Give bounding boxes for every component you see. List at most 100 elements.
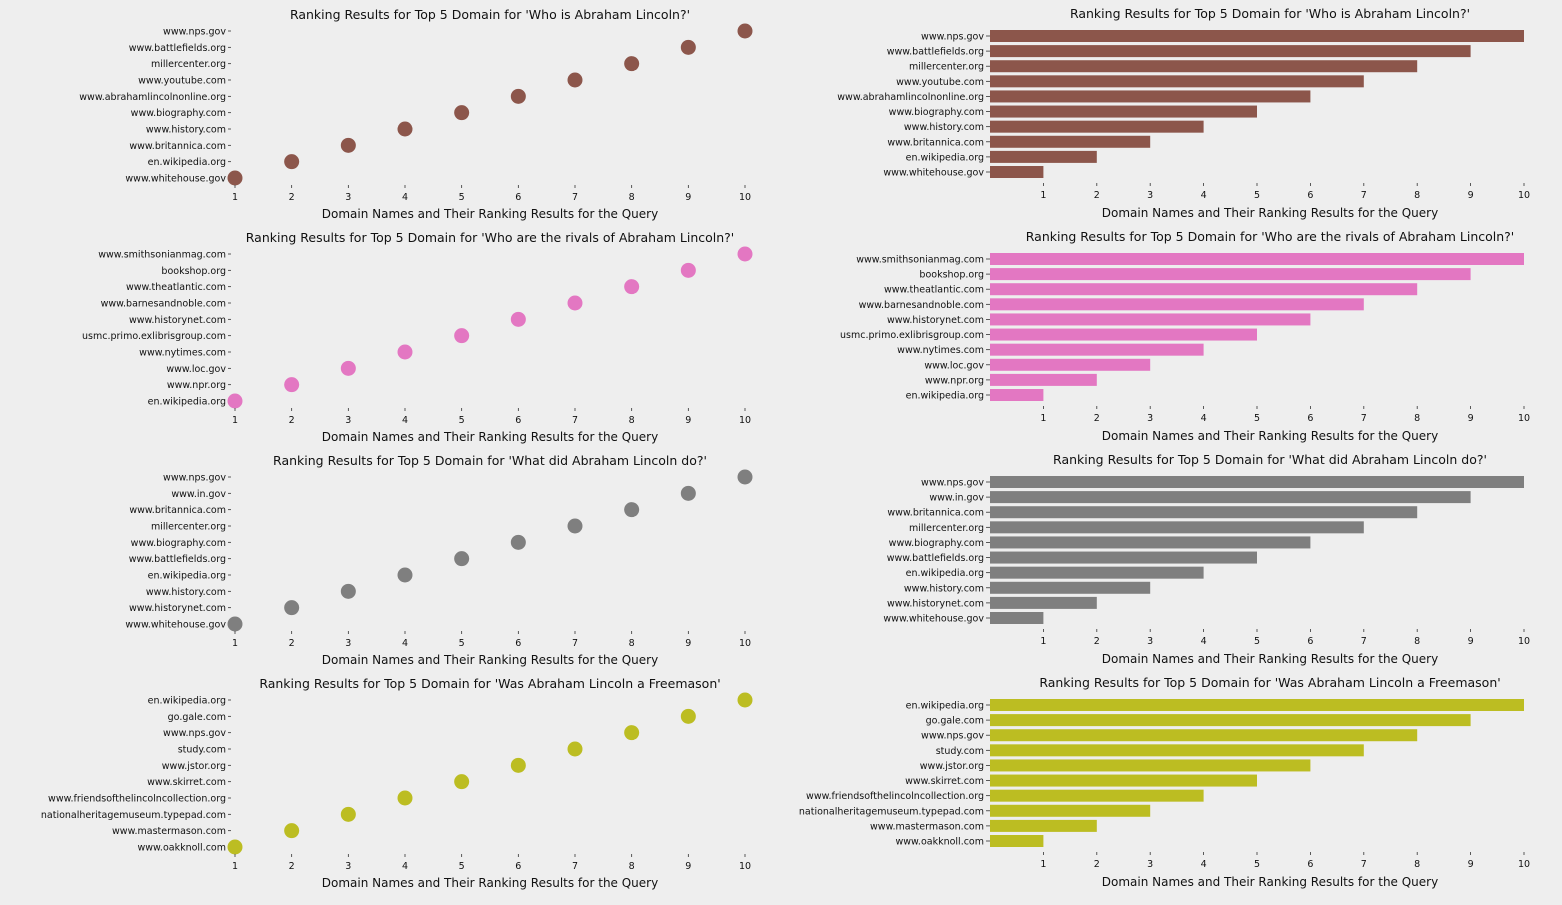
- bar: [990, 804, 1151, 817]
- bar: [990, 90, 1311, 103]
- x-tick-label: 7: [1361, 636, 1367, 647]
- y-tick-label: usmc.primo.exlibrisgroup.com: [840, 330, 984, 341]
- data-point: [737, 246, 753, 262]
- scatter-chart: Ranking Results for Top 5 Domain for 'Wa…: [41, 676, 753, 890]
- x-tick-label: 5: [1254, 859, 1260, 870]
- y-tick-label: study.com: [178, 745, 226, 756]
- bar: [990, 105, 1257, 118]
- x-tick-label: 10: [1518, 190, 1530, 201]
- data-point: [737, 692, 753, 708]
- bar: [990, 283, 1418, 296]
- x-axis-label: Domain Names and Their Ranking Results f…: [322, 653, 658, 667]
- bar: [990, 521, 1364, 534]
- y-tick-label: www.historynet.com: [129, 315, 226, 326]
- bar: [990, 612, 1044, 624]
- y-tick-label: bookshop.org: [161, 266, 226, 277]
- chart-title: Ranking Results for Top 5 Domain for 'Wa…: [259, 676, 720, 691]
- data-point: [624, 725, 640, 741]
- x-tick-label: 1: [1040, 859, 1046, 870]
- bar: [990, 536, 1311, 549]
- y-tick-label: www.biography.com: [889, 538, 984, 549]
- data-point: [510, 534, 526, 550]
- y-tick-label: www.history.com: [904, 583, 984, 594]
- x-tick-label: 2: [1094, 413, 1100, 424]
- x-axis-label: Domain Names and Their Ranking Results f…: [1102, 652, 1438, 666]
- y-tick-label: www.biography.com: [889, 107, 984, 118]
- x-tick-label: 9: [1468, 413, 1474, 424]
- x-tick-label: 3: [345, 638, 351, 649]
- data-point: [567, 518, 583, 534]
- y-tick-label: www.friendsofthelincolncollection.org: [806, 791, 984, 802]
- data-point: [340, 137, 356, 153]
- y-tick-label: www.nps.gov: [921, 32, 984, 43]
- x-tick-label: 10: [739, 415, 751, 426]
- x-axis-label: Domain Names and Their Ranking Results f…: [322, 430, 658, 444]
- x-tick-label: 9: [685, 192, 691, 203]
- y-tick-label: en.wikipedia.org: [906, 391, 984, 402]
- y-tick-label: en.wikipedia.org: [148, 696, 226, 707]
- y-tick-label: www.abrahamlincolnonline.org: [79, 92, 226, 103]
- x-tick-label: 10: [1518, 636, 1530, 647]
- x-tick-label: 1: [232, 861, 238, 872]
- x-tick-label: 4: [1201, 859, 1207, 870]
- y-tick-label: www.whitehouse.gov: [883, 614, 984, 625]
- x-tick-label: 3: [1147, 413, 1153, 424]
- y-tick-label: en.wikipedia.org: [906, 701, 984, 712]
- x-tick-label: 1: [1040, 636, 1046, 647]
- data-point: [567, 295, 583, 311]
- bar-chart: Ranking Results for Top 5 Domain for 'Wh…: [840, 229, 1530, 443]
- bar: [990, 729, 1418, 742]
- bar: [990, 30, 1524, 42]
- x-axis-label: Domain Names and Their Ranking Results f…: [1102, 429, 1438, 443]
- bar: [990, 744, 1364, 757]
- x-axis-label: Domain Names and Their Ranking Results f…: [1102, 206, 1438, 220]
- y-tick-label: www.history.com: [146, 125, 226, 136]
- x-tick-label: 6: [515, 192, 521, 203]
- x-tick-label: 8: [629, 192, 635, 203]
- y-tick-label: www.nytimes.com: [139, 348, 226, 359]
- y-tick-label: www.barnesandnoble.com: [859, 300, 984, 311]
- x-axis-label: Domain Names and Their Ranking Results f…: [322, 207, 658, 221]
- x-tick-label: 6: [1307, 636, 1313, 647]
- scatter-chart: Ranking Results for Top 5 Domain for 'Wh…: [82, 230, 753, 444]
- x-tick-label: 10: [739, 192, 751, 203]
- scatter-chart: Ranking Results for Top 5 Domain for 'Wh…: [125, 453, 753, 667]
- y-tick-label: www.britannica.com: [887, 508, 984, 519]
- chart-title: Ranking Results for Top 5 Domain for 'Wh…: [290, 7, 690, 22]
- y-tick-label: www.historynet.com: [887, 315, 984, 326]
- bar: [990, 135, 1151, 148]
- x-tick-label: 9: [685, 861, 691, 872]
- y-tick-label: www.skirret.com: [905, 776, 984, 787]
- bar: [990, 491, 1471, 504]
- y-tick-label: www.youtube.com: [896, 77, 984, 88]
- x-tick-label: 3: [1147, 190, 1153, 201]
- data-point: [510, 311, 526, 327]
- y-tick-label: en.wikipedia.org: [148, 571, 226, 582]
- y-tick-label: www.britannica.com: [887, 137, 984, 148]
- y-tick-label: millercenter.org: [909, 523, 984, 534]
- x-tick-label: 6: [1307, 413, 1313, 424]
- x-tick-label: 8: [1414, 413, 1420, 424]
- x-tick-label: 5: [459, 192, 465, 203]
- bar: [990, 45, 1471, 58]
- x-tick-label: 4: [1201, 190, 1207, 201]
- chart-title: Ranking Results for Top 5 Domain for 'Wh…: [1070, 6, 1470, 21]
- data-point: [340, 583, 356, 599]
- x-tick-label: 9: [685, 638, 691, 649]
- y-tick-label: www.whitehouse.gov: [883, 168, 984, 179]
- y-tick-label: www.battlefields.org: [129, 43, 226, 54]
- x-tick-label: 9: [1468, 636, 1474, 647]
- bar: [990, 328, 1257, 341]
- x-tick-label: 5: [459, 415, 465, 426]
- bar: [990, 551, 1257, 564]
- x-tick-label: 1: [232, 192, 238, 203]
- y-tick-label: study.com: [936, 746, 984, 757]
- y-tick-label: www.theatlantic.com: [126, 282, 226, 293]
- x-tick-label: 2: [1094, 190, 1100, 201]
- y-tick-label: www.loc.gov: [924, 360, 984, 371]
- y-tick-label: www.nps.gov: [163, 728, 226, 739]
- x-tick-label: 4: [402, 638, 408, 649]
- y-tick-label: www.battlefields.org: [887, 47, 984, 58]
- y-tick-label: www.npr.org: [167, 380, 226, 391]
